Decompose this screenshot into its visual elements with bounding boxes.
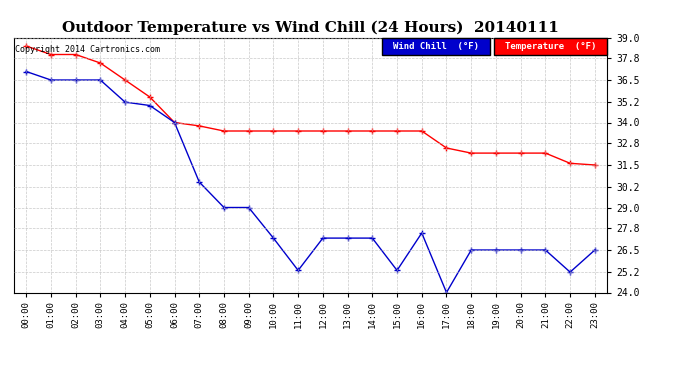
Title: Outdoor Temperature vs Wind Chill (24 Hours)  20140111: Outdoor Temperature vs Wind Chill (24 Ho… [62,21,559,35]
Text: Copyright 2014 Cartronics.com: Copyright 2014 Cartronics.com [15,45,160,54]
